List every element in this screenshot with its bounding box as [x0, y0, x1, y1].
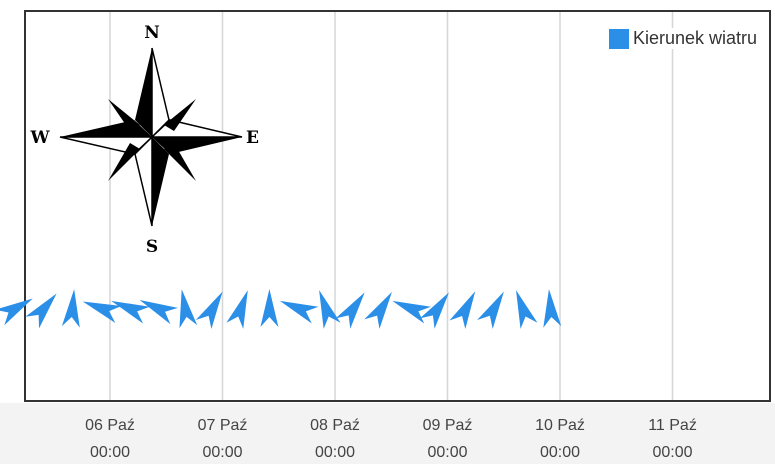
wind-arrow-shape — [364, 291, 392, 329]
wind-arrow-shape — [111, 300, 150, 324]
wind-arrow[interactable] — [449, 287, 483, 330]
x-tick-day-label: 11 Paź — [648, 417, 697, 434]
wind-arrow-shape — [319, 290, 341, 329]
wind-arrow-shape — [61, 289, 80, 328]
wind-arrow-shape — [477, 291, 504, 329]
x-tick-time-label: 00:00 — [652, 444, 692, 461]
wind-arrow-shape — [335, 292, 365, 329]
compass-n-label: N — [144, 23, 160, 43]
x-tick-time-label: 00:00 — [90, 444, 130, 461]
wind-arrow-shape — [543, 289, 562, 328]
legend-swatch — [608, 28, 629, 49]
plot-frame — [24, 10, 771, 402]
grid-lines — [109, 12, 674, 400]
x-tick-day-label: 07 Paź — [198, 417, 248, 434]
wind-arrow[interactable] — [108, 293, 150, 324]
x-tick-time-label: 00:00 — [540, 444, 580, 461]
wind-arrow-shape — [179, 289, 198, 329]
wind-arrow[interactable] — [311, 287, 341, 329]
x-tick-day-label: 06 Paź — [85, 417, 135, 434]
wind-arrow[interactable] — [540, 288, 562, 328]
wind-arrow[interactable] — [173, 288, 198, 329]
wind-arrow[interactable] — [477, 287, 512, 329]
bottom-band — [0, 403, 775, 464]
wind-arrow[interactable] — [364, 287, 399, 329]
wind-arrow[interactable] — [61, 288, 83, 328]
x-tick-day-label: 08 Paź — [310, 417, 360, 434]
compass-rose: N S E W — [29, 23, 259, 257]
wind-arrow-shape — [516, 290, 538, 329]
wind-arrow-shape — [419, 292, 449, 329]
wind-arrow-shape — [139, 299, 178, 325]
x-tick-day-label: 10 Paź — [535, 417, 585, 434]
legend-label: Kierunek wiatru — [632, 28, 757, 48]
x-tick-time-label: 00:00 — [315, 444, 355, 461]
compass-s-label: S — [146, 237, 158, 257]
x-tick-time-label: 00:00 — [202, 444, 242, 461]
wind-arrow[interactable] — [508, 287, 538, 329]
wind-arrow[interactable] — [226, 287, 256, 329]
x-tick-time-label: 00:00 — [427, 444, 467, 461]
wind-arrows-layer — [0, 287, 562, 330]
wind-arrow[interactable] — [419, 287, 457, 329]
x-tick-day-label: 09 Paź — [423, 417, 473, 434]
wind-arrow-shape — [25, 293, 57, 329]
wind-arrow[interactable] — [335, 287, 373, 329]
compass-w-label: W — [29, 128, 50, 148]
x-axis-labels: 06 Paź 00:00 07 Paź 00:00 08 Paź 00:00 09 Paź 0… — [85, 417, 697, 461]
wind-arrow-shape — [449, 291, 476, 330]
wind-arrow-shape — [82, 301, 122, 323]
wind-arrow-shape — [195, 291, 223, 329]
wind-arrow[interactable] — [195, 287, 231, 329]
wind-arrow[interactable] — [80, 293, 122, 323]
wind-arrow[interactable] — [277, 293, 319, 324]
wind-arrow[interactable] — [260, 289, 279, 327]
legend[interactable]: Kierunek wiatru — [608, 28, 757, 49]
wind-arrow-shape — [260, 289, 279, 327]
wind-arrow-shape — [279, 300, 319, 324]
wind-arrow-shape — [0, 298, 33, 326]
wind-arrow[interactable] — [25, 288, 63, 329]
wind-arrow[interactable] — [136, 292, 178, 325]
wind-arrow[interactable] — [0, 291, 37, 326]
compass-e-label: E — [246, 128, 259, 148]
wind-arrow-shape — [226, 290, 248, 329]
